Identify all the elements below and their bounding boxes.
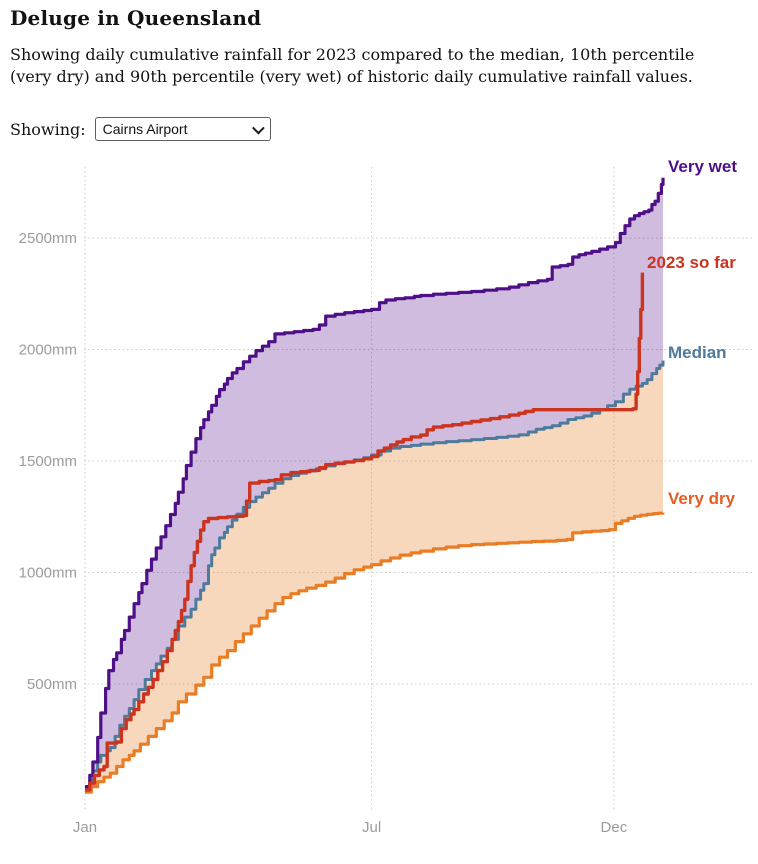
y-tick-label: 2000mm bbox=[19, 342, 77, 359]
page-title: Deluge in Queensland bbox=[10, 6, 262, 30]
series-label-very-wet: Very wet bbox=[668, 157, 737, 176]
axis-labels: 500mm 1000mm 1500mm 2000mm 2500mm Jan Jul Dec bbox=[19, 230, 628, 836]
line-very-dry bbox=[85, 511, 665, 794]
subtitle-line-2: (very dry) and 90th percentile (very wet… bbox=[10, 67, 693, 86]
gridlines bbox=[84, 167, 752, 812]
station-select[interactable]: Cairns Airport bbox=[94, 117, 271, 141]
line-very-wet bbox=[85, 177, 665, 789]
percentile-bands bbox=[85, 177, 663, 793]
y-tick-label: 500mm bbox=[27, 676, 77, 693]
series-label-y2023: 2023 so far bbox=[647, 253, 736, 272]
series-lines bbox=[85, 177, 665, 794]
line-y2023 bbox=[85, 272, 645, 792]
y-tick-label: 2500mm bbox=[19, 230, 77, 247]
series-label-very-dry: Very dry bbox=[668, 489, 736, 508]
rainfall-chart: 500mm 1000mm 1500mm 2000mm 2500mm Jan Jul Dec Ve… bbox=[19, 157, 752, 836]
series-label-median: Median bbox=[668, 343, 727, 362]
chart-subtitle: Showing daily cumulative rainfall for 20… bbox=[10, 44, 755, 88]
y-tick-label: 1000mm bbox=[19, 565, 77, 582]
series-labels: Very wet Median Very dry 2023 so far bbox=[647, 157, 737, 508]
subtitle-line-1: Showing daily cumulative rainfall for 20… bbox=[10, 45, 695, 64]
showing-controls: Showing: Cairns Airport bbox=[10, 117, 271, 141]
station-select-wrap: Cairns Airport bbox=[94, 117, 271, 141]
showing-label: Showing: bbox=[10, 119, 86, 139]
wet-band bbox=[85, 177, 663, 789]
y-tick-label: 1500mm bbox=[19, 453, 77, 470]
x-tick-label: Dec bbox=[601, 819, 628, 836]
x-tick-label: Jan bbox=[73, 819, 97, 836]
x-tick-label: Jul bbox=[362, 819, 381, 836]
dry-band bbox=[85, 360, 663, 793]
